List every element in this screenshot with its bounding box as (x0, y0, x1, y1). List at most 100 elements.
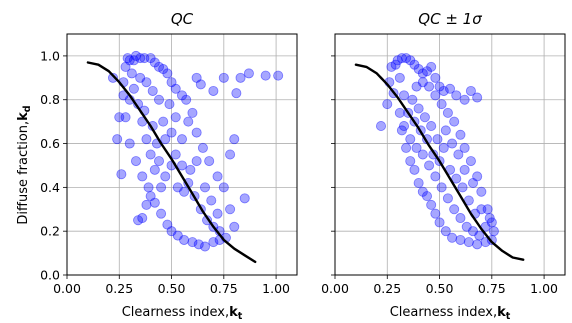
data-point (438, 85, 449, 96)
fit-curve (86, 61, 257, 264)
y-tick-label: 0.6 (40, 136, 60, 151)
data-point (199, 182, 210, 193)
data-point (451, 173, 462, 184)
data-point (141, 134, 152, 145)
data-point (229, 134, 240, 145)
y-tick-label: 0.8 (40, 92, 60, 107)
data-point (413, 103, 424, 114)
data-point (112, 134, 123, 145)
data-point (145, 53, 156, 64)
data-point (166, 77, 177, 88)
data-point (156, 208, 167, 219)
data-point (229, 221, 240, 232)
fit-curve (354, 63, 525, 261)
data-point (120, 112, 131, 123)
data-point (231, 88, 242, 99)
data-point (160, 134, 171, 145)
panel-qc-sigma: QC ± 1σ 0.00 0.25 0.50 0.75 1.00 Clearness i… (321, 10, 566, 322)
data-point (476, 204, 487, 215)
data-point (170, 83, 181, 94)
scatter-points (108, 50, 284, 252)
data-point (436, 99, 447, 110)
data-point (133, 215, 144, 226)
data-point (147, 85, 158, 96)
data-point (430, 72, 441, 83)
data-point (426, 199, 437, 210)
data-point (137, 213, 148, 224)
scatter-points (375, 53, 499, 250)
data-point (170, 112, 181, 123)
data-point (185, 164, 196, 175)
panel-title: QC (171, 10, 194, 28)
data-point (467, 177, 478, 188)
data-point (199, 241, 210, 252)
data-point (145, 149, 156, 160)
data-point (135, 53, 146, 64)
data-point (162, 219, 173, 230)
data-point (218, 182, 229, 193)
data-point (124, 138, 135, 149)
data-point (465, 156, 476, 167)
data-point (137, 171, 148, 182)
data-point (426, 61, 437, 72)
data-point (235, 72, 246, 83)
data-point (474, 230, 485, 241)
data-point (382, 99, 393, 110)
data-point (409, 59, 420, 70)
data-point (421, 191, 432, 202)
data-point (392, 55, 403, 66)
fit-line (86, 61, 257, 264)
data-point (413, 177, 424, 188)
x-tick-label: 0.50 (426, 281, 454, 296)
x-tick-label: 0.00 (53, 281, 81, 296)
data-point (482, 204, 493, 215)
data-point (401, 53, 412, 64)
data-point (413, 64, 424, 75)
data-point (122, 53, 133, 64)
data-point (225, 149, 236, 160)
data-point (461, 221, 472, 232)
y-tick-label: 1.0 (40, 48, 60, 63)
data-point (447, 138, 458, 149)
data-point (128, 55, 139, 66)
data-point (114, 112, 125, 123)
data-point (208, 85, 219, 96)
data-point (442, 107, 453, 118)
data-point (440, 125, 451, 136)
data-point (459, 142, 470, 153)
data-point (394, 107, 405, 118)
data-point (426, 121, 437, 132)
data-point (455, 213, 466, 224)
data-point (442, 193, 453, 204)
data-point (153, 156, 164, 167)
data-point (191, 156, 202, 167)
data-point (405, 55, 416, 66)
data-point (411, 81, 422, 92)
axis-ticks: 0.00 0.25 0.50 0.75 1.00 (321, 55, 558, 296)
data-point (449, 204, 460, 215)
data-point (407, 94, 418, 105)
data-point (390, 59, 401, 70)
data-point (239, 193, 250, 204)
data-point (149, 197, 160, 208)
data-point (153, 94, 164, 105)
data-point (396, 53, 407, 64)
data-point (158, 64, 169, 75)
data-point (149, 57, 160, 68)
data-point (467, 226, 478, 237)
data-point (438, 142, 449, 153)
data-point (447, 232, 458, 243)
data-point (430, 208, 441, 219)
data-point (455, 234, 466, 245)
data-point (449, 116, 460, 127)
y-tick-label: 0.0 (40, 268, 60, 283)
data-point (484, 213, 495, 224)
data-point (436, 182, 447, 193)
data-point (375, 121, 386, 132)
x-axis-label: Clearness index,kt (122, 305, 243, 322)
data-point (398, 121, 409, 132)
data-point (465, 85, 476, 96)
data-point (208, 237, 219, 248)
data-point (424, 81, 435, 92)
